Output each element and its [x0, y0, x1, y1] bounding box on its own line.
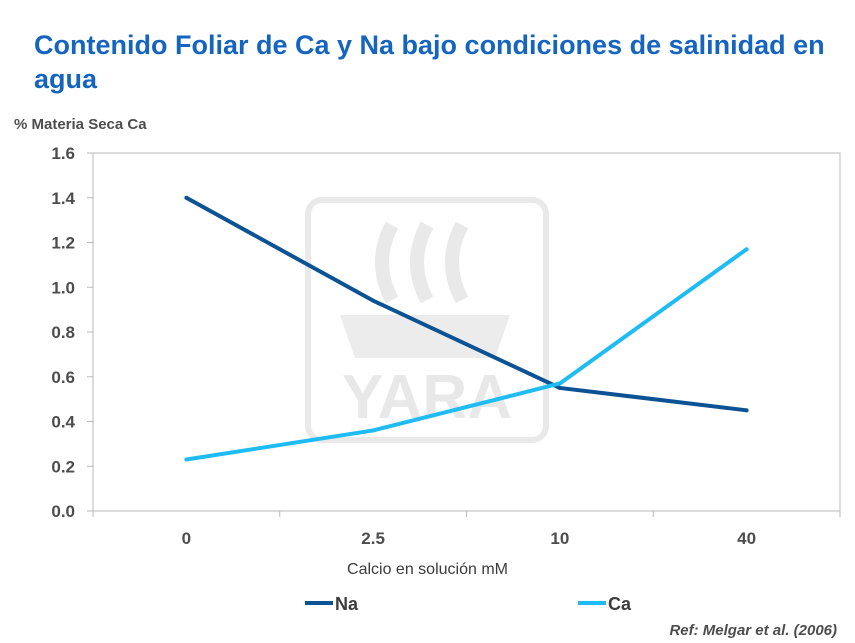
yara-watermark-logo: YARA	[305, 197, 549, 443]
legend-label-na: Na	[335, 594, 359, 614]
legend: Na Ca	[305, 594, 632, 614]
y-tick-label: 0.6	[51, 368, 75, 387]
y-tick-label: 1.4	[51, 189, 75, 208]
series-line-na	[185, 195, 747, 413]
series-line-ca	[186, 247, 748, 462]
watermark-text: YARA	[342, 363, 512, 432]
y-tick-label: 0.8	[51, 323, 75, 342]
reference-note: Ref: Melgar et al. (2006)	[669, 622, 837, 639]
data-point-ca	[184, 457, 189, 462]
y-axis-label: % Materia Seca Ca	[14, 116, 147, 133]
y-tick-label: 1.2	[51, 234, 75, 253]
data-point-ca	[371, 428, 376, 433]
data-point-ca	[744, 247, 749, 252]
x-tick-label: 10	[550, 529, 569, 548]
legend-label-ca: Ca	[608, 594, 632, 614]
chart-title: Contenido Foliar de Ca y Na bajo condici…	[34, 30, 825, 94]
data-point-ca	[557, 381, 562, 386]
y-tick-label: 1.0	[51, 278, 75, 297]
series-lines	[184, 195, 749, 462]
data-point-na	[744, 408, 749, 413]
x-tick-label: 40	[737, 529, 756, 548]
axes: 0.0 0.2 0.4 0.6 0.8 1.0 1.2 1.4 1.6 0 2.5 10 40	[51, 144, 841, 548]
y-tick-label: 0.4	[51, 413, 75, 432]
x-axis-label: Calcio en solución mM	[347, 561, 508, 578]
y-tick-label: 0.2	[51, 457, 75, 476]
data-point-na	[557, 385, 562, 390]
x-tick-label: 2.5	[361, 529, 385, 548]
y-tick-label: 0.0	[51, 502, 75, 521]
data-point-na	[371, 298, 376, 303]
x-tick-label: 0	[182, 529, 191, 548]
y-tick-label: 1.6	[51, 144, 75, 163]
data-point-na	[184, 195, 189, 200]
